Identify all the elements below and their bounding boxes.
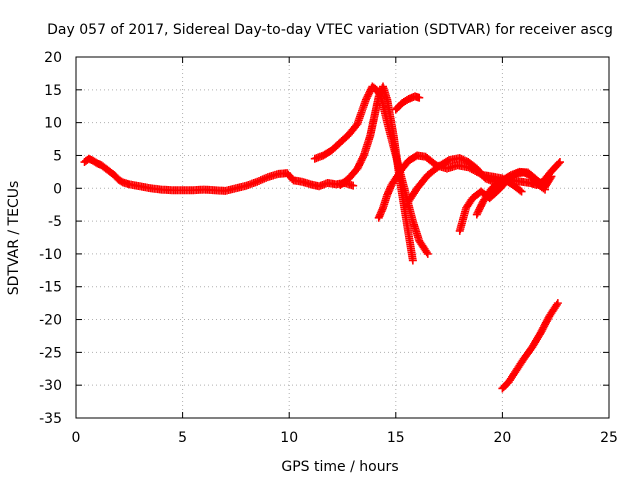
x-tick-label: 15: [387, 430, 405, 446]
x-axis-label: GPS time / hours: [281, 459, 398, 475]
axis-ticks: 0 5 10 15 20 25 -35 -30 -25 -20 -15 -10 -5 0 5 10 15 20: [39, 50, 618, 446]
y-tick-label: 5: [53, 148, 62, 164]
data-point: [546, 173, 555, 182]
y-tick-label: -25: [39, 345, 62, 361]
data-points: [80, 82, 564, 393]
series-track-5: [391, 92, 424, 114]
data-point: [423, 249, 432, 258]
y-tick-label: -10: [39, 247, 62, 263]
series-track-1: [80, 154, 358, 195]
x-tick-label: 25: [600, 430, 618, 446]
y-tick-label: -35: [39, 411, 62, 427]
data-point: [552, 300, 561, 309]
x-tick-label: 10: [280, 430, 298, 446]
data-point: [555, 158, 564, 167]
data-point: [554, 159, 563, 168]
data-point: [553, 299, 562, 308]
data-point: [408, 256, 417, 265]
y-axis-label: SDTVAR / TECUs: [6, 181, 22, 296]
plot-frame: [75, 56, 610, 419]
data-point: [349, 181, 358, 190]
data-point: [415, 93, 424, 102]
x-tick-label: 5: [178, 430, 187, 446]
data-point: [516, 186, 525, 195]
data-point: [422, 248, 431, 257]
grid-lines: [76, 57, 609, 418]
y-tick-label: 20: [44, 50, 62, 66]
y-tick-label: -15: [39, 280, 62, 296]
x-tick-label: 20: [493, 430, 511, 446]
data-point: [517, 187, 526, 196]
series-track-9: [498, 299, 562, 393]
y-tick-label: -5: [48, 214, 62, 230]
series-track-8: [472, 167, 556, 219]
x-tick-label: 0: [72, 430, 81, 446]
chart-title: Day 057 of 2017, Sidereal Day-to-day VTE…: [47, 22, 613, 38]
series-track-3: [336, 82, 417, 265]
y-tick-label: 0: [53, 181, 62, 197]
series-track-2: [310, 82, 432, 258]
y-tick-label: 15: [44, 83, 62, 99]
y-tick-label: -30: [39, 378, 62, 394]
y-tick-label: 10: [44, 116, 62, 132]
y-tick-label: -20: [39, 313, 62, 329]
data-point: [547, 172, 556, 181]
